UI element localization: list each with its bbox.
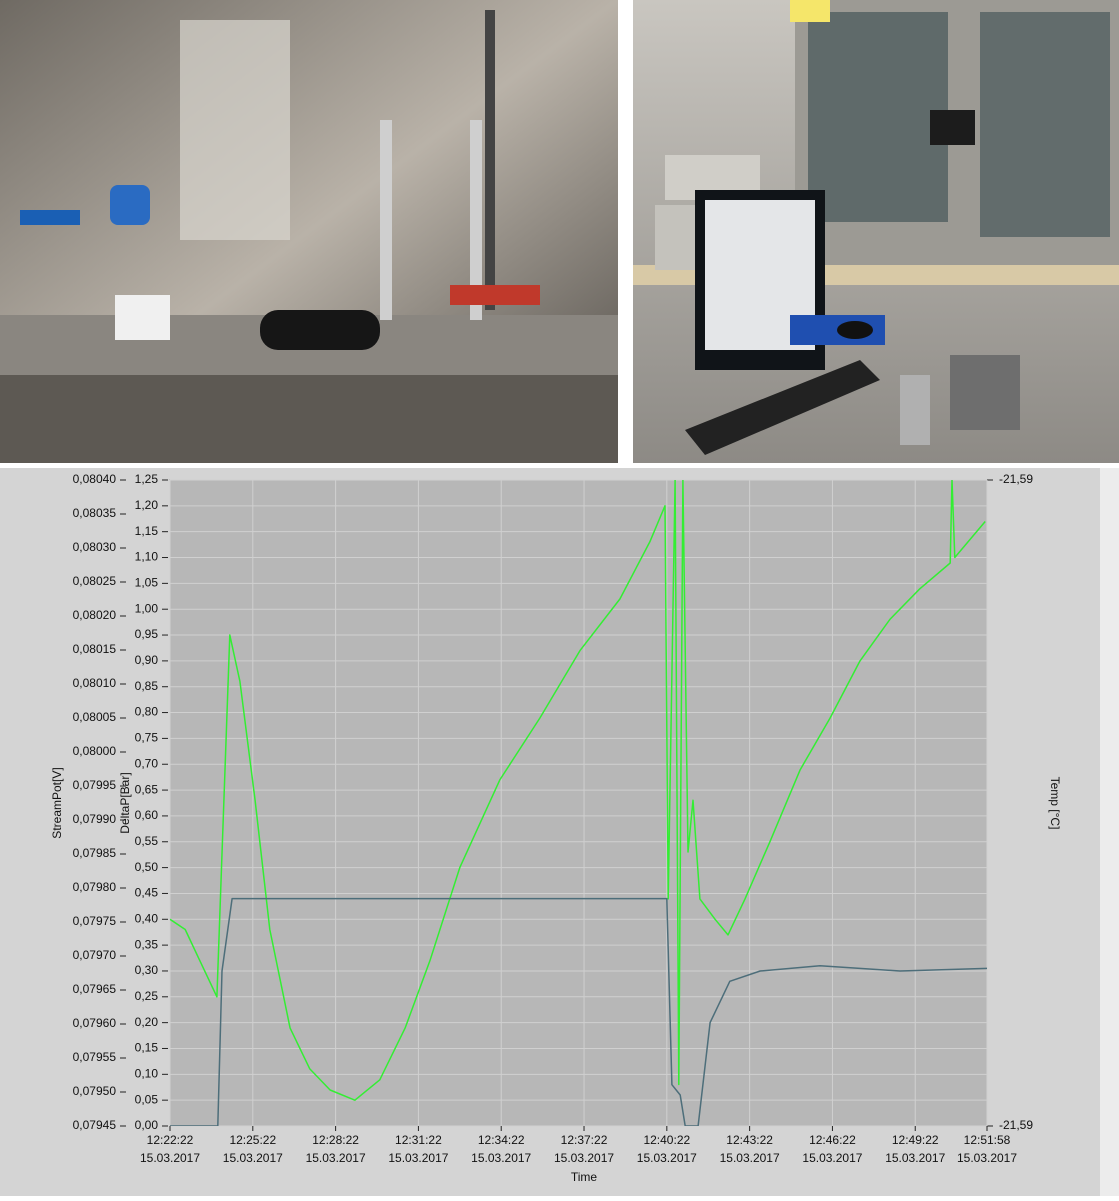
y-tick-label: 0,07995	[73, 778, 117, 792]
y2-tick-label: 0,95	[135, 627, 159, 641]
x-axis-title: Time	[571, 1170, 598, 1184]
x-tick-date: 15.03.2017	[471, 1151, 531, 1165]
y-tick-label: 0,07985	[73, 846, 117, 860]
y2-tick-label: 0,05	[135, 1092, 159, 1106]
x-tick-label: 12:31:22	[395, 1133, 442, 1147]
y2-tick-label: 1,25	[135, 472, 159, 486]
y-tick-label: 0,08020	[73, 608, 117, 622]
y2-tick-label: 0,35	[135, 937, 159, 951]
x-tick-date: 15.03.2017	[720, 1151, 780, 1165]
y-tick-label: 0,07990	[73, 812, 117, 826]
x-tick-date: 15.03.2017	[802, 1151, 862, 1165]
y-tick-label: 0,08025	[73, 574, 117, 588]
y3-tick-label: -21,59	[999, 1118, 1033, 1132]
y2-tick-label: 0,85	[135, 679, 159, 693]
x-tick-date: 15.03.2017	[554, 1151, 614, 1165]
y2-tick-label: 1,10	[135, 550, 159, 564]
x-tick-date: 15.03.2017	[306, 1151, 366, 1165]
y-tick-label: 0,07950	[73, 1084, 117, 1098]
y-tick-label: 0,08040	[73, 472, 117, 486]
y-tick-label: 0,07960	[73, 1016, 117, 1030]
y2-tick-label: 0,00	[135, 1118, 159, 1132]
y-tick-label: 0,08035	[73, 506, 117, 520]
x-tick-label: 12:34:22	[478, 1133, 525, 1147]
y2-tick-label: 1,20	[135, 498, 159, 512]
y2-tick-label: 1,00	[135, 601, 159, 615]
y-tick-label: 0,08030	[73, 540, 117, 554]
y2-tick-label: 0,20	[135, 1015, 159, 1029]
y-axis-title: StreamPot[V]	[50, 767, 64, 838]
y-tick-label: 0,08005	[73, 710, 117, 724]
x-tick-label: 12:37:22	[561, 1133, 608, 1147]
y-tick-label: 0,07975	[73, 914, 117, 928]
y2-tick-label: 0,60	[135, 808, 159, 822]
y2-tick-label: 0,80	[135, 705, 159, 719]
y-tick-label: 0,08010	[73, 676, 117, 690]
y2-tick-label: 1,05	[135, 576, 159, 590]
x-tick-date: 15.03.2017	[957, 1151, 1017, 1165]
y2-tick-label: 0,40	[135, 911, 159, 925]
y2-tick-label: 0,30	[135, 963, 159, 977]
photo-chamber	[0, 0, 618, 463]
y-tick-label: 0,07965	[73, 982, 117, 996]
x-tick-date: 15.03.2017	[223, 1151, 283, 1165]
y-tick-label: 0,08000	[73, 744, 117, 758]
y2-tick-label: 0,70	[135, 756, 159, 770]
y3-axis-title: Temp [°C]	[1048, 777, 1062, 830]
y2-tick-label: 0,10	[135, 1066, 159, 1080]
x-tick-label: 12:22:22	[147, 1133, 194, 1147]
x-tick-label: 12:25:22	[229, 1133, 276, 1147]
x-tick-date: 15.03.2017	[388, 1151, 448, 1165]
y-tick-label: 0,07980	[73, 880, 117, 894]
y2-tick-label: 0,25	[135, 989, 159, 1003]
y2-tick-label: 0,55	[135, 834, 159, 848]
x-tick-label: 12:28:22	[312, 1133, 359, 1147]
y-tick-label: 0,07945	[73, 1118, 117, 1132]
y-tick-label: 0,07970	[73, 948, 117, 962]
scrollbar[interactable]	[1100, 468, 1119, 1196]
page: Time StreamPot[V] DeltaP[Bar] Temp [°C] …	[0, 0, 1119, 1196]
x-tick-label: 12:46:22	[809, 1133, 856, 1147]
y2-tick-label: 0,45	[135, 886, 159, 900]
x-tick-label: 12:43:22	[726, 1133, 773, 1147]
y3-tick-label: -21,59	[999, 472, 1033, 486]
x-tick-label: 12:40:22	[643, 1133, 690, 1147]
x-tick-date: 15.03.2017	[637, 1151, 697, 1165]
photo-lab	[633, 0, 1119, 463]
y-tick-label: 0,08015	[73, 642, 117, 656]
y2-tick-label: 0,75	[135, 731, 159, 745]
y2-tick-label: 1,15	[135, 524, 159, 538]
x-tick-label: 12:51:58	[964, 1133, 1011, 1147]
x-tick-date: 15.03.2017	[140, 1151, 200, 1165]
y2-axis-title: DeltaP[Bar]	[118, 772, 132, 833]
y2-tick-label: 0,90	[135, 653, 159, 667]
y-tick-label: 0,07955	[73, 1050, 117, 1064]
y2-tick-label: 0,65	[135, 782, 159, 796]
y2-tick-label: 0,15	[135, 1041, 159, 1055]
x-tick-date: 15.03.2017	[885, 1151, 945, 1165]
x-tick-label: 12:49:22	[892, 1133, 939, 1147]
plot-area	[170, 480, 987, 1126]
y2-tick-label: 0,50	[135, 860, 159, 874]
